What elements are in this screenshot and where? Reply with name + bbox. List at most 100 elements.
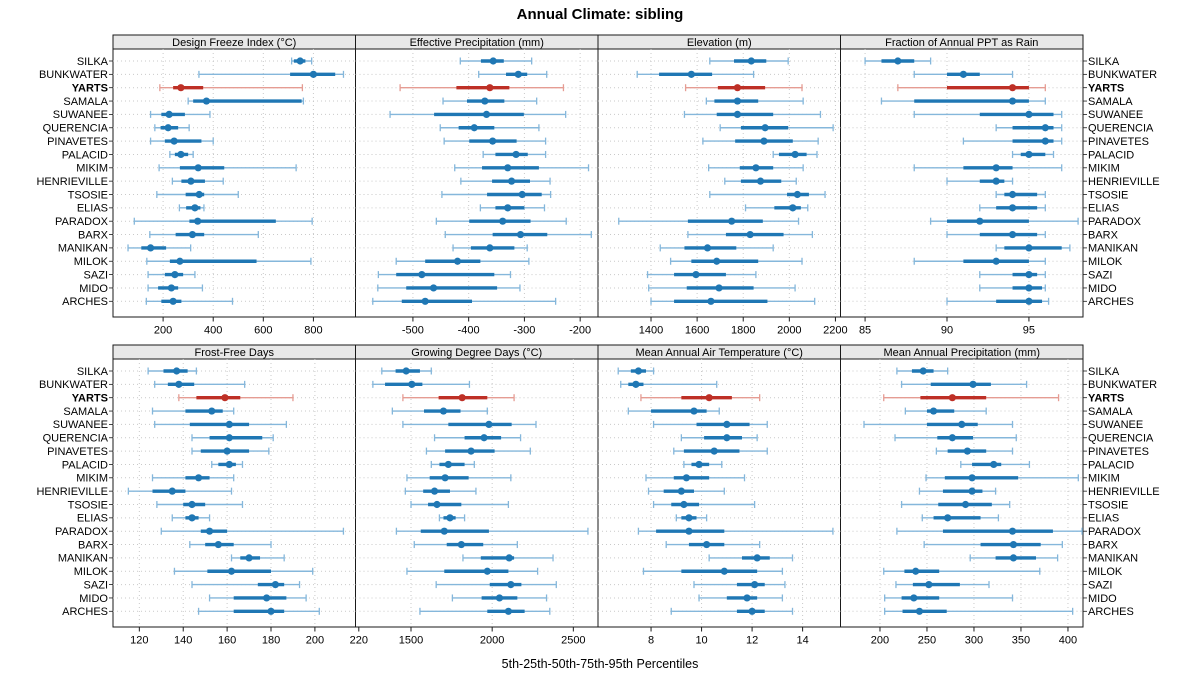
median-dot — [1025, 150, 1033, 159]
median-dot — [713, 257, 721, 265]
percentile-row-mikim — [925, 474, 1079, 482]
median-dot — [245, 554, 253, 562]
median-dot — [710, 447, 718, 455]
percentile-row-querencia — [719, 124, 834, 132]
median-dot — [173, 367, 181, 375]
site-label-right: PINAVETES — [1088, 136, 1149, 148]
median-dot — [685, 527, 693, 535]
percentile-row-mido — [377, 284, 521, 292]
percentile-row-mikim — [158, 164, 297, 172]
median-dot — [439, 407, 448, 415]
site-label-right: MIKIM — [1088, 163, 1120, 175]
site-label-left: BARX — [78, 539, 109, 551]
axis-tick-label: 90 — [941, 325, 953, 337]
site-label-right: YARTS — [1088, 393, 1124, 405]
panel-frost-free-days: Frost-Free Days 120 140 160 180 200 220 — [109, 344, 368, 647]
median-dot — [743, 594, 751, 602]
site-label-left: SAZI — [84, 269, 108, 281]
percentile-row-elias — [438, 514, 466, 522]
percentile-row-yarts — [883, 394, 1060, 402]
median-dot — [514, 70, 522, 78]
median-dot — [789, 204, 797, 212]
site-label-right: BARX — [1088, 539, 1119, 551]
axis-tick-label: 2200 — [823, 325, 847, 337]
site-label-left: SAMALA — [63, 406, 108, 418]
median-dot — [467, 447, 475, 455]
site-label-left: MANIKAN — [58, 243, 108, 255]
median-dot — [963, 447, 971, 455]
percentile-row-yarts — [178, 394, 294, 402]
percentile-row-silka — [459, 57, 533, 65]
median-dot — [194, 474, 203, 482]
percentile-row-mikim — [913, 164, 1063, 172]
median-dot — [188, 230, 197, 239]
median-dot — [915, 607, 924, 615]
median-dot — [446, 514, 454, 522]
percentile-row-mido — [979, 284, 1046, 292]
percentile-row-manikan — [230, 554, 285, 562]
percentile-row-barx — [687, 230, 814, 239]
median-dot — [225, 460, 233, 469]
median-dot — [746, 230, 754, 239]
percentile-row-tsosie — [995, 190, 1046, 199]
axis-tick-label: 1600 — [685, 325, 709, 337]
percentile-row-palacid — [683, 460, 723, 469]
percentile-row-bunkwater — [372, 380, 471, 388]
median-dot — [756, 177, 765, 185]
median-dot — [703, 540, 711, 549]
median-dot — [1041, 124, 1049, 132]
site-label-left: PINAVETES — [47, 136, 108, 148]
percentile-row-pinavetes — [443, 137, 547, 145]
median-dot — [929, 407, 938, 415]
median-dot — [195, 190, 203, 199]
median-dot — [489, 57, 497, 65]
site-label-left: HENRIEVILLE — [36, 486, 108, 498]
median-dot — [1008, 204, 1017, 212]
site-label-left: PALACID — [62, 459, 108, 471]
panel-body — [840, 48, 1084, 318]
median-dot — [715, 284, 723, 292]
percentile-row-yarts — [684, 84, 803, 92]
median-dot — [728, 217, 736, 225]
panel-title: Mean Annual Air Temperature (°C) — [636, 347, 803, 359]
percentile-row-samala — [151, 407, 235, 415]
median-dot — [705, 394, 713, 402]
site-label-right: BARX — [1088, 229, 1119, 241]
percentile-row-querencia — [894, 434, 1017, 442]
median-dot — [925, 581, 933, 589]
site-label-right: SILKA — [1088, 56, 1120, 68]
median-dot — [504, 204, 512, 212]
percentile-row-barx — [444, 230, 592, 239]
median-dot — [191, 204, 199, 212]
percentile-row-yarts — [159, 84, 304, 92]
percentile-row-mikim — [645, 474, 746, 482]
percentile-row-samala — [705, 97, 804, 105]
percentile-row-querencia — [191, 434, 274, 442]
percentile-row-bunkwater — [154, 380, 246, 388]
site-label-left: MILOK — [74, 256, 109, 268]
panel-growing-degree-days-c: Growing Degree Days (°C) 1500 2000 2500 — [355, 344, 599, 647]
percentile-row-manikan — [659, 244, 774, 252]
percentile-row-suwanee — [389, 110, 567, 118]
axis-tick-label: -500 — [402, 325, 424, 337]
site-label-left: SAMALA — [63, 96, 108, 108]
percentile-row-arches — [145, 297, 234, 305]
median-dot — [296, 57, 304, 65]
axis-tick-label: 200 — [306, 635, 324, 647]
percentile-row-manikan — [969, 554, 1059, 562]
axis-tick-label: 14 — [796, 635, 808, 647]
percentile-row-querencia — [154, 124, 190, 132]
median-dot — [187, 177, 195, 185]
median-dot — [959, 70, 967, 78]
site-label-left: MIKIM — [76, 473, 108, 485]
median-dot — [1008, 97, 1017, 105]
median-dot — [682, 474, 691, 482]
percentile-row-elias — [675, 514, 708, 522]
median-dot — [402, 367, 410, 375]
axis-tick-label: 1500 — [399, 635, 423, 647]
median-dot — [961, 500, 970, 509]
site-label-right: MIKIM — [1088, 473, 1120, 485]
median-dot — [793, 190, 801, 199]
site-label-right: SILKA — [1088, 366, 1120, 378]
percentile-row-paradox — [618, 217, 800, 225]
